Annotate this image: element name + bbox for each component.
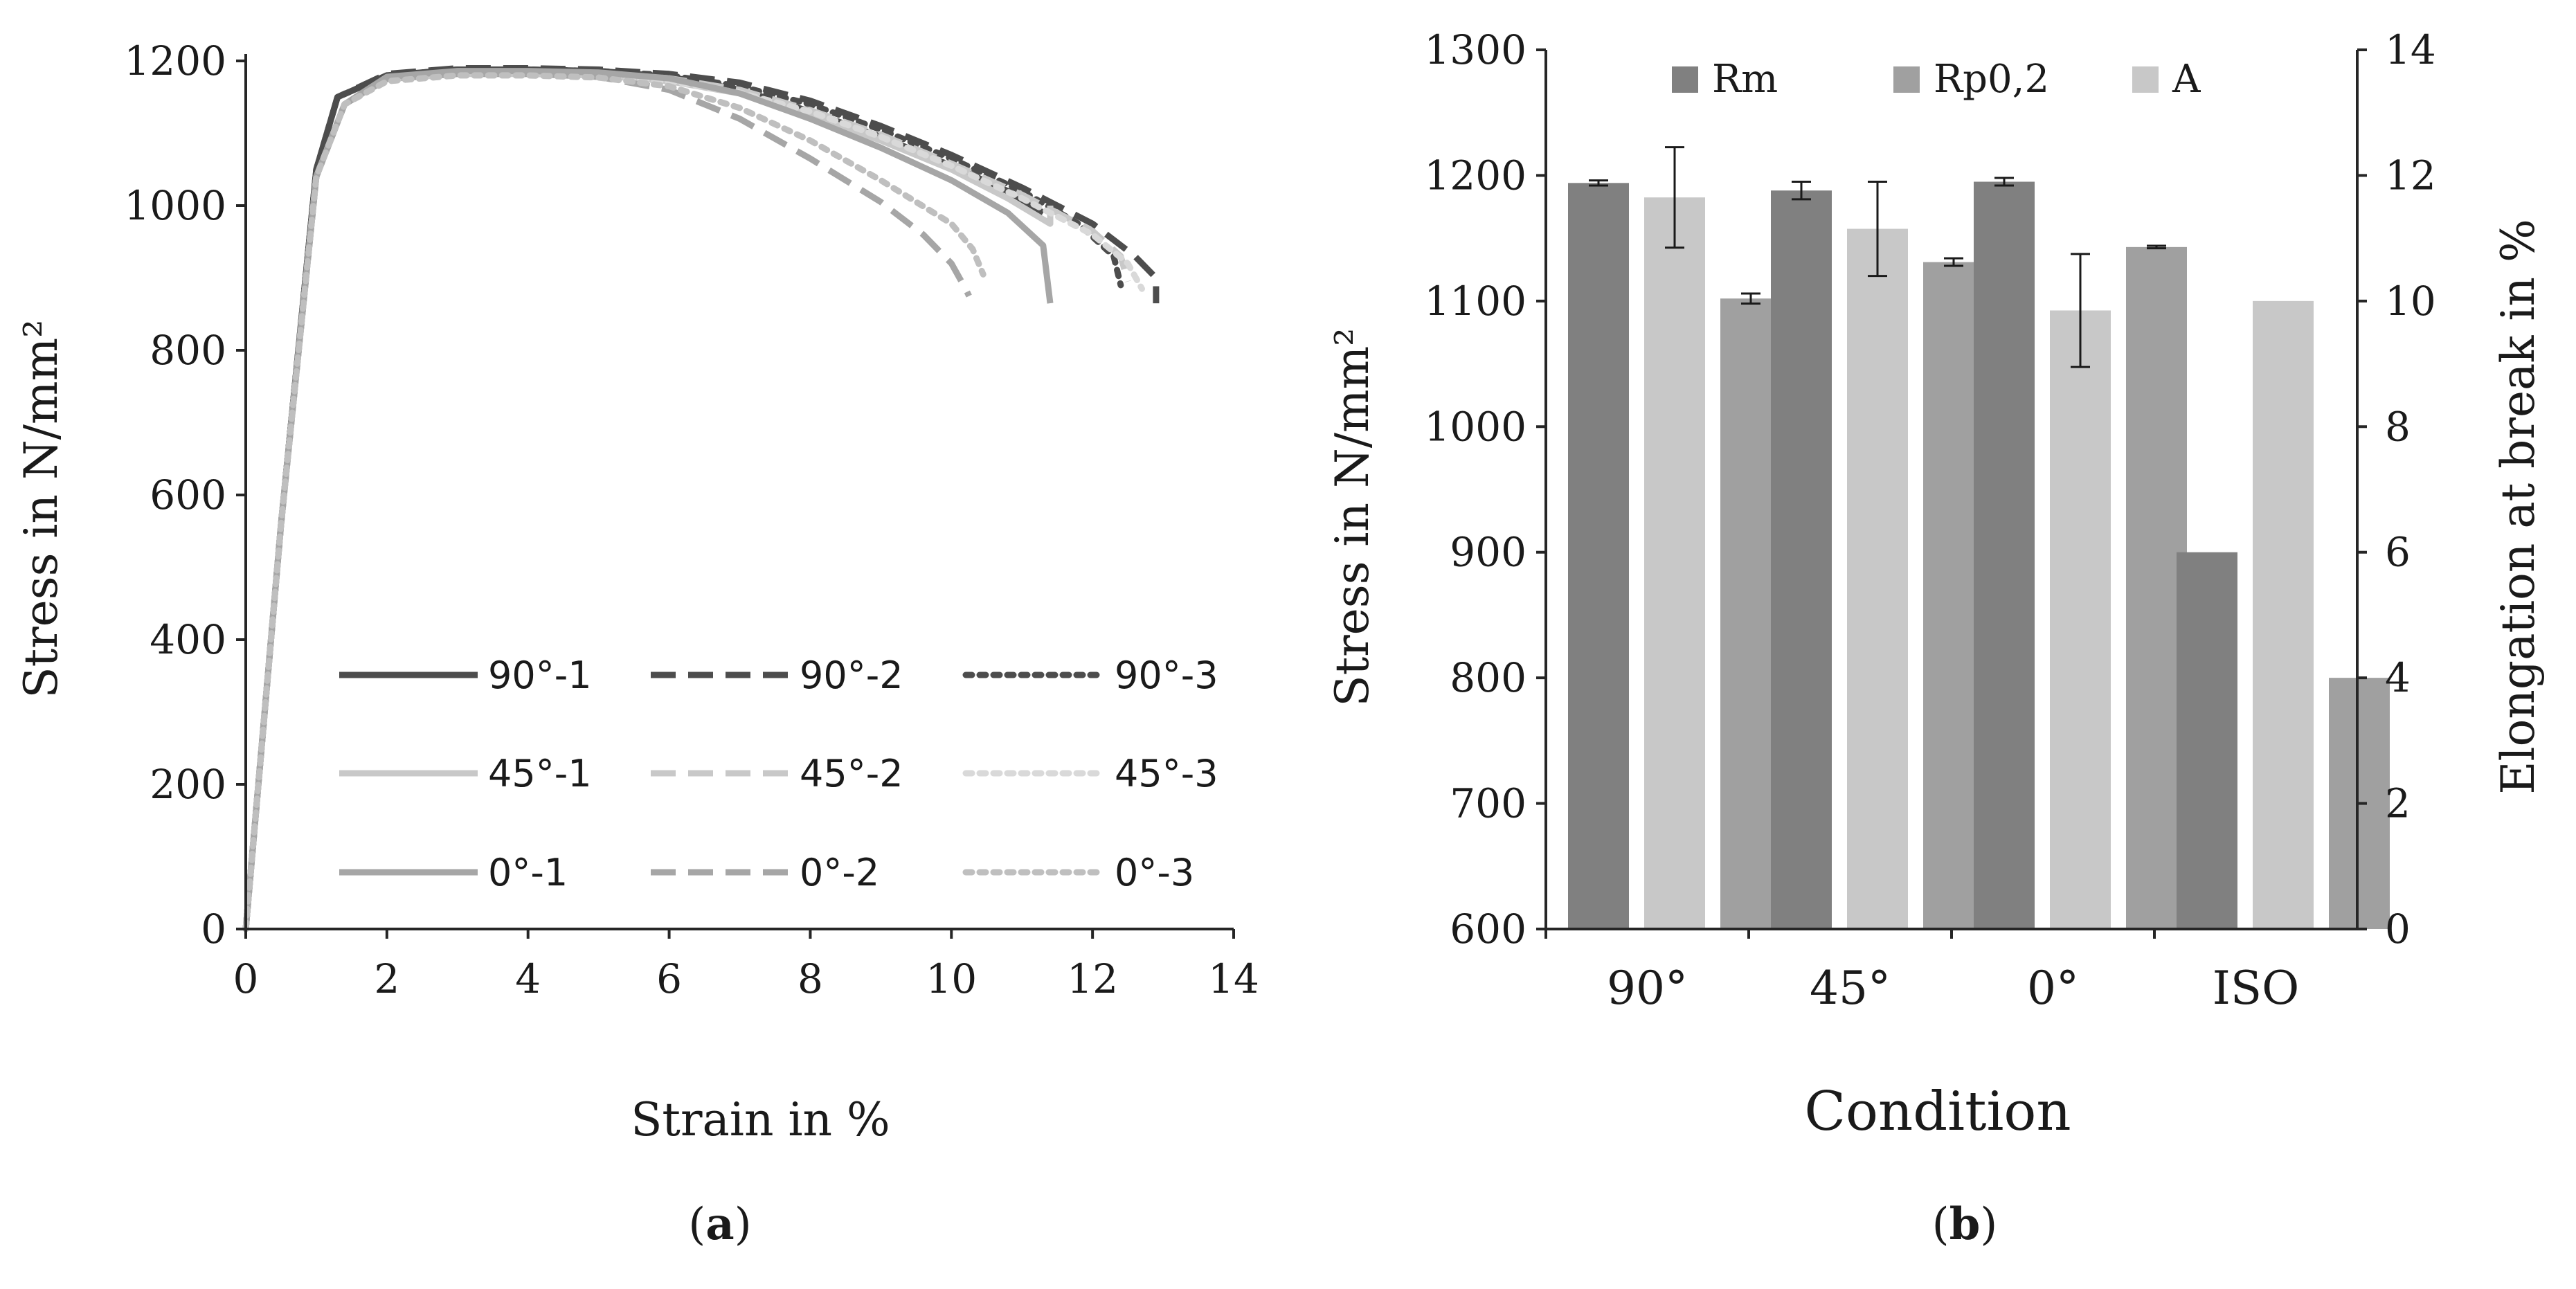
legend-label-0deg-2: 0°-2 <box>800 851 879 894</box>
x-tick-label: 0 <box>233 955 259 1002</box>
tensile-properties-left-y-ticks: 600 700 800 900 1000 1100 1200 1300 <box>1424 26 1546 953</box>
bar-a-0deg <box>2050 310 2111 929</box>
stress-strain-curves <box>242 65 1160 932</box>
stress-strain-x-ticks: 0 2 4 6 8 10 12 14 <box>233 929 1259 1002</box>
left-y-tick-label: 1200 <box>1424 152 1526 199</box>
legend-swatch-rm <box>1672 66 1698 93</box>
bar-a-90deg <box>1644 197 1705 929</box>
right-y-tick-label: 10 <box>2385 278 2436 325</box>
x-tick-label: 8 <box>798 955 823 1002</box>
legend-label-90deg-1: 90°-1 <box>488 653 592 697</box>
curve-45deg-2 <box>242 69 1131 930</box>
left-y-tick-label: 700 <box>1450 780 1526 827</box>
stress-strain-y-ticks: 0 200 400 600 800 1000 1200 <box>124 37 246 953</box>
left-y-tick-label: 800 <box>1450 654 1526 701</box>
y-tick-label: 0 <box>201 905 226 953</box>
curve-0deg-1 <box>242 68 1054 930</box>
bar-rm-45deg <box>1771 190 1832 930</box>
legend-label-0deg-1: 0°-1 <box>488 851 568 894</box>
left-y-tick-label: 600 <box>1450 905 1526 953</box>
caption-b: (b) <box>1932 1198 1998 1250</box>
curve-0deg-3 <box>242 72 987 932</box>
y-tick-label: 200 <box>150 761 226 808</box>
left-y-tick-label: 1000 <box>1424 403 1526 450</box>
tensile-properties-legend: Rm Rp0,2 A <box>1672 57 2201 102</box>
legend-label-rp0-2: Rp0,2 <box>1934 57 2049 102</box>
tensile-properties-bars <box>1568 181 2390 930</box>
right-y-tick-label: 12 <box>2385 152 2436 199</box>
curve-90deg-1 <box>242 66 1045 930</box>
left-y-tick-label: 1300 <box>1424 26 1526 73</box>
stress-strain-chart: 0 2 4 6 8 10 12 14 0 200 400 600 800 1000 1200 Strain… <box>15 37 1259 1146</box>
tensile-properties-right-y-ticks: 0 2 4 6 8 10 12 14 <box>2357 26 2436 953</box>
right-y-tick-label: 0 <box>2385 905 2411 953</box>
caption-b-letter: b <box>1949 1198 1981 1250</box>
y-tick-label: 400 <box>150 616 226 663</box>
right-y-tick-label: 8 <box>2385 403 2411 450</box>
x-tick-label: 2 <box>374 955 399 1002</box>
x-tick-label: 6 <box>656 955 682 1002</box>
y-tick-label: 1000 <box>124 182 226 229</box>
caption-a: (a) <box>688 1198 751 1250</box>
left-y-tick-label: 900 <box>1450 529 1526 576</box>
curve-45deg-1 <box>242 71 1054 930</box>
legend-label-90deg-2: 90°-2 <box>800 653 903 697</box>
category-label-0deg: 0° <box>2027 962 2079 1015</box>
curve-0deg-2 <box>242 71 972 930</box>
legend-label-a: A <box>2172 57 2201 102</box>
tensile-properties-error-bars <box>1589 146 2166 368</box>
curve-90deg-3 <box>242 66 1124 932</box>
legend-label-rm: Rm <box>1712 57 1778 102</box>
category-label-iso: ISO <box>2213 962 2299 1015</box>
tensile-properties-right-y-axis-title: Elongation at break in % <box>2492 219 2545 794</box>
y-tick-label: 600 <box>150 471 226 519</box>
legend-label-45deg-1: 45°-1 <box>488 752 592 795</box>
legend-swatch-rp0-2 <box>1893 66 1920 93</box>
bar-a-45deg <box>1847 228 1908 929</box>
legend-label-0deg-3: 0°-3 <box>1115 851 1194 894</box>
legend-label-45deg-3: 45°-3 <box>1115 752 1218 795</box>
x-tick-label: 14 <box>1208 955 1259 1002</box>
right-y-tick-label: 14 <box>2385 26 2436 73</box>
stress-strain-y-axis-title: Stress in N/mm² <box>15 319 68 698</box>
category-label-45deg: 45° <box>1810 962 1891 1015</box>
y-tick-label: 1200 <box>124 37 226 84</box>
bar-rm-90deg <box>1568 183 1629 929</box>
right-y-tick-label: 6 <box>2385 529 2411 576</box>
right-y-tick-label: 2 <box>2385 780 2411 827</box>
stress-strain-axes <box>244 54 1234 930</box>
bar-rm-iso <box>2177 552 2237 929</box>
tensile-properties-x-axis-title: Condition <box>1804 1081 2071 1143</box>
left-y-tick-label: 1100 <box>1424 278 1526 325</box>
tensile-properties-chart: 600 700 800 900 1000 1100 1200 1300 0 2 4 6 8 10 12 14… <box>1326 26 2545 1143</box>
bar-rm-0deg <box>1974 181 2035 929</box>
stress-strain-legend: 90°-1 90°-2 90°-3 45°-1 45°-2 45°-3 0°-1 0°-2 0°… <box>339 653 1218 894</box>
curve-45deg-3 <box>242 72 1145 932</box>
caption-a-letter: a <box>705 1198 734 1250</box>
tensile-properties-left-y-axis-title: Stress in N/mm² <box>1326 327 1379 706</box>
x-tick-label: 12 <box>1067 955 1118 1002</box>
legend-swatch-a <box>2132 66 2159 93</box>
stress-strain-x-axis-title: Strain in % <box>631 1093 890 1146</box>
x-tick-label: 4 <box>515 955 541 1002</box>
legend-label-45deg-2: 45°-2 <box>800 752 903 795</box>
x-tick-label: 10 <box>926 955 977 1002</box>
right-y-tick-label: 4 <box>2385 654 2411 701</box>
category-label-90deg: 90° <box>1607 962 1688 1015</box>
y-tick-label: 800 <box>150 327 226 374</box>
legend-label-90deg-3: 90°-3 <box>1115 653 1218 697</box>
tensile-properties-category-labels: 90° 45° 0° ISO <box>1544 929 2299 1015</box>
bar-a-iso <box>2253 300 2314 929</box>
